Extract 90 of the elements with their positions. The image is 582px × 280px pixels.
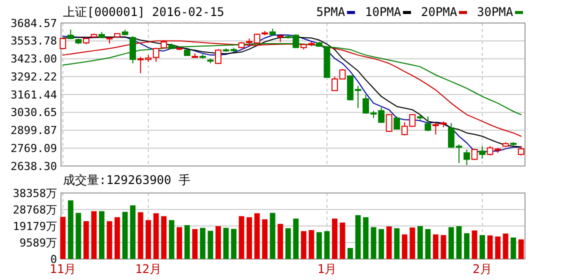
bar (440, 235, 446, 259)
y-tick-label: 2769.09 (10, 142, 57, 155)
candlestick (518, 146, 524, 156)
bar (378, 229, 384, 259)
bar (456, 226, 462, 259)
bar (192, 229, 198, 259)
bar (184, 225, 190, 259)
bar (168, 220, 174, 259)
x-tick-label: 2月 (472, 262, 492, 276)
bar (502, 234, 508, 259)
bar (293, 218, 299, 259)
bar (200, 228, 206, 259)
bar (176, 227, 182, 259)
bar (68, 200, 74, 259)
bar (432, 234, 438, 259)
y-tick-label: 3292.22 (10, 70, 57, 84)
bar (316, 232, 322, 259)
bar (106, 221, 112, 259)
bar (60, 216, 66, 259)
candlestick (386, 114, 392, 132)
y-tick-label: 3553.78 (10, 34, 57, 48)
bar (363, 217, 368, 259)
bar (114, 217, 120, 259)
y-tick-label: 19179万 (12, 220, 57, 233)
bar (402, 234, 408, 259)
bar (386, 226, 392, 259)
bar (510, 237, 516, 259)
bar (370, 227, 376, 259)
bar (76, 212, 82, 259)
bar (216, 226, 221, 259)
bar (161, 216, 167, 259)
bar (417, 226, 423, 259)
bar (262, 219, 268, 259)
bar (246, 217, 252, 259)
candlestick (479, 146, 486, 160)
bar (254, 213, 260, 259)
bar (495, 236, 501, 259)
y-tick-label: 38358万 (12, 186, 57, 200)
bar (425, 229, 431, 259)
bar (231, 228, 236, 259)
bar (208, 230, 214, 259)
bar (464, 233, 470, 259)
bar (410, 228, 416, 259)
bar (83, 221, 89, 259)
y-tick-label: 3030.65 (10, 106, 57, 120)
bar (518, 239, 524, 259)
y-tick-label: 3423.00 (10, 52, 57, 66)
bar (472, 230, 478, 259)
bar (340, 222, 346, 259)
bar (348, 248, 353, 259)
x-tick-label: 12月 (135, 262, 162, 276)
bar (324, 231, 330, 259)
bar (487, 235, 493, 259)
bar (270, 212, 276, 259)
x-tick-label: 11月 (50, 262, 76, 276)
chart-title: 成交量:129263900 手 (63, 173, 190, 187)
chart-title: 上证[000001] 2016-02-15 (63, 5, 224, 19)
bar (448, 227, 454, 259)
legend-label: 20PMA (421, 5, 458, 19)
y-tick-label: 9589万 (20, 236, 57, 250)
candlestick (424, 116, 432, 132)
legend-label: 5PMA (316, 5, 346, 19)
legend-label: 10PMA (365, 5, 402, 19)
legend-label: 30PMA (477, 5, 514, 19)
bar (99, 211, 104, 259)
candlestick (464, 149, 470, 166)
x-tick-label: 1月 (317, 262, 337, 276)
bar (480, 235, 485, 259)
bar (91, 211, 97, 259)
y-tick-label: 28768万 (12, 203, 57, 216)
bar (130, 205, 136, 259)
bar (238, 216, 244, 259)
y-tick-label: 3161.44 (10, 88, 58, 102)
bar (153, 213, 159, 259)
candlestick (215, 48, 222, 65)
y-tick-label: 2899.87 (10, 124, 57, 138)
bar (308, 230, 314, 259)
bar (394, 228, 400, 259)
bar (285, 228, 291, 259)
candlestick (394, 116, 400, 130)
bar (300, 231, 306, 259)
y-tick-label: 3684.57 (10, 16, 57, 30)
bar (122, 212, 128, 259)
bar (332, 218, 338, 259)
bar (355, 215, 361, 259)
bar (223, 228, 229, 259)
y-tick-label: 2638.30 (10, 160, 57, 173)
bar (146, 220, 152, 259)
bar (278, 224, 284, 259)
bar (138, 212, 144, 259)
